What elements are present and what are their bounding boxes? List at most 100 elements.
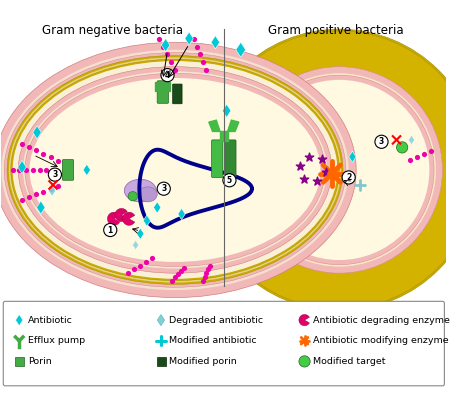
Point: [406, 156, 413, 163]
Point: [18, 197, 26, 203]
Point: [413, 154, 420, 160]
Polygon shape: [211, 36, 219, 49]
Polygon shape: [36, 201, 45, 214]
Text: Modified porin: Modified porin: [169, 357, 237, 366]
Circle shape: [157, 182, 170, 195]
Polygon shape: [409, 135, 415, 144]
Point: [54, 183, 62, 189]
Ellipse shape: [138, 187, 157, 202]
Polygon shape: [143, 215, 151, 226]
Point: [200, 277, 207, 284]
Text: Gram negative bacteria: Gram negative bacteria: [42, 24, 182, 37]
Ellipse shape: [124, 179, 156, 202]
Bar: [157, 357, 165, 366]
Text: Antibiotic degrading enzyme: Antibiotic degrading enzyme: [313, 316, 450, 325]
Point: [40, 188, 47, 195]
Ellipse shape: [4, 53, 346, 287]
Point: [193, 43, 201, 50]
Polygon shape: [18, 160, 27, 174]
Point: [318, 156, 326, 162]
Point: [201, 274, 209, 280]
FancyBboxPatch shape: [173, 84, 182, 104]
Polygon shape: [236, 42, 246, 57]
Bar: [16, 357, 24, 366]
Point: [9, 167, 17, 173]
Polygon shape: [222, 104, 231, 117]
Point: [136, 263, 144, 269]
Text: Antibiotic modifying enzyme: Antibiotic modifying enzyme: [313, 336, 448, 345]
Circle shape: [223, 174, 236, 187]
Point: [43, 167, 50, 173]
Point: [33, 147, 40, 154]
Point: [130, 266, 138, 273]
Ellipse shape: [1, 50, 349, 290]
Text: 5: 5: [227, 176, 232, 185]
Text: 2: 2: [346, 173, 351, 182]
Polygon shape: [161, 39, 170, 52]
Point: [172, 274, 179, 280]
Point: [26, 144, 33, 150]
Point: [33, 191, 40, 198]
Polygon shape: [83, 164, 91, 176]
Point: [159, 43, 167, 50]
Polygon shape: [220, 131, 228, 141]
Point: [301, 338, 308, 344]
FancyBboxPatch shape: [3, 301, 445, 386]
Point: [49, 167, 57, 173]
Text: Gram positive bacteria: Gram positive bacteria: [268, 24, 403, 37]
Point: [301, 176, 308, 182]
Circle shape: [128, 192, 137, 201]
Polygon shape: [165, 82, 170, 91]
Text: 3: 3: [52, 170, 57, 179]
Point: [196, 51, 204, 58]
Ellipse shape: [243, 73, 436, 267]
Point: [167, 59, 175, 66]
FancyBboxPatch shape: [157, 81, 168, 103]
Ellipse shape: [29, 78, 320, 262]
Point: [206, 263, 214, 269]
Point: [199, 59, 207, 66]
Text: 3: 3: [161, 184, 166, 193]
Point: [163, 51, 171, 58]
Ellipse shape: [13, 61, 337, 279]
FancyBboxPatch shape: [211, 140, 223, 178]
Ellipse shape: [25, 73, 325, 267]
Point: [203, 270, 210, 277]
Polygon shape: [157, 314, 164, 326]
Point: [204, 266, 212, 273]
Point: [190, 36, 198, 42]
Text: 4: 4: [165, 71, 170, 80]
FancyBboxPatch shape: [63, 160, 73, 180]
Point: [168, 277, 176, 284]
Polygon shape: [48, 185, 56, 196]
Point: [202, 67, 210, 74]
Point: [174, 271, 182, 277]
Point: [313, 178, 321, 185]
Point: [54, 157, 62, 164]
Ellipse shape: [9, 57, 341, 282]
Polygon shape: [185, 32, 193, 45]
Point: [148, 255, 155, 261]
Polygon shape: [133, 240, 139, 250]
Ellipse shape: [0, 42, 356, 298]
FancyBboxPatch shape: [225, 140, 236, 178]
Circle shape: [161, 69, 174, 82]
Text: Modified antibiotic: Modified antibiotic: [169, 336, 257, 345]
Wedge shape: [299, 314, 310, 326]
Polygon shape: [155, 82, 160, 91]
Circle shape: [397, 142, 408, 153]
Point: [305, 153, 312, 160]
Polygon shape: [33, 126, 41, 139]
Text: Degraded antibiotic: Degraded antibiotic: [169, 316, 264, 325]
Ellipse shape: [236, 67, 443, 273]
Ellipse shape: [18, 67, 332, 273]
Wedge shape: [122, 212, 135, 225]
Point: [40, 150, 47, 157]
Point: [155, 36, 163, 42]
Ellipse shape: [201, 31, 474, 309]
Circle shape: [104, 223, 117, 237]
Point: [420, 151, 428, 157]
Circle shape: [48, 168, 62, 181]
Point: [47, 186, 55, 192]
Ellipse shape: [249, 80, 429, 260]
